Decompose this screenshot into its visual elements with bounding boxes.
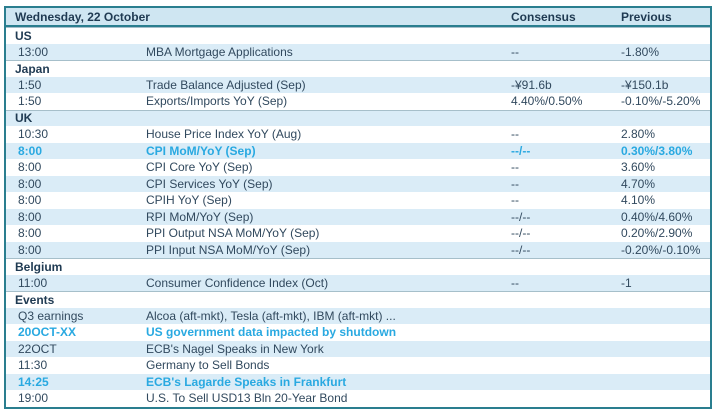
time-cell: 1:50 [18, 77, 42, 92]
event-cell: MBA Mortgage Applications [146, 44, 293, 59]
time-cell: 8:00 [18, 226, 42, 241]
time-cell: 8:00 [18, 143, 43, 158]
event-cell: Germany to Sell Bonds [146, 358, 270, 373]
previous-cell: -1 [621, 275, 632, 290]
time-cell: 22OCT [18, 341, 57, 356]
previous-cell: 0.40%/4.60% [621, 209, 693, 224]
event-row: 8:00 CPIH YoY (Sep) -- 4.10% [6, 192, 710, 209]
section-label: UK [15, 111, 33, 126]
section-row-japan: Japan [6, 60, 710, 77]
event-row: 8:00 CPI Services YoY (Sep) -- 4.70% [6, 175, 710, 192]
consensus-cell: --/-- [511, 209, 531, 224]
consensus-cell: --/-- [511, 242, 531, 257]
previous-cell: 4.70% [621, 176, 656, 191]
previous-cell: -¥150.1b [621, 77, 669, 92]
time-cell: 20OCT-XX [18, 325, 77, 340]
section-row-events: Events [6, 291, 710, 308]
event-row: 20OCT-XX US government data impacted by s… [6, 324, 710, 341]
event-row: 13:00 MBA Mortgage Applications -- -1.80% [6, 43, 710, 60]
previous-column-header: Previous [621, 9, 672, 24]
event-cell: Alcoa (aft-mkt), Tesla (aft-mkt), IBM (a… [146, 308, 396, 323]
time-cell: 8:00 [18, 176, 42, 191]
time-cell: 8:00 [18, 160, 42, 175]
consensus-cell: -- [511, 127, 519, 142]
event-cell: ECB's Lagarde Speaks in Frankfurt [146, 374, 347, 389]
consensus-cell: --/-- [511, 143, 531, 158]
event-cell: CPI Core YoY (Sep) [146, 160, 253, 175]
time-cell: 8:00 [18, 193, 42, 208]
event-row: 11:00 Consumer Confidence Index (Oct) -- -1 [6, 274, 710, 291]
section-label: Japan [15, 61, 50, 76]
consensus-cell: -¥91.6b [511, 77, 552, 92]
previous-cell: -1.80% [621, 44, 660, 59]
event-row: 19:00 U.S. To Sell USD13 Bln 20-Year Bond [6, 390, 710, 407]
previous-cell: -0.10%/-5.20% [621, 94, 701, 109]
time-cell: 8:00 [18, 209, 42, 224]
event-cell: Exports/Imports YoY (Sep) [146, 94, 288, 109]
event-cell: Trade Balance Adjusted (Sep) [146, 77, 306, 92]
event-row: 1:50 Trade Balance Adjusted (Sep) -¥91.6b -… [6, 76, 710, 93]
section-row-belgium: Belgium [6, 258, 710, 275]
time-cell: Q3 earnings [18, 308, 84, 323]
section-label: Events [15, 292, 55, 307]
previous-cell: 4.10% [621, 193, 656, 208]
time-cell: 10:30 [18, 127, 49, 142]
consensus-cell: -- [511, 160, 519, 175]
event-cell: PPI Output NSA MoM/YoY (Sep) [146, 226, 320, 241]
event-row: 8:00 CPI MoM/YoY (Sep) --/-- 0.30%/3.80% [6, 142, 710, 159]
event-row: 10:30 House Price Index YoY (Aug) -- 2.80% [6, 126, 710, 143]
time-cell: 8:00 [18, 242, 42, 257]
section-label: US [15, 28, 32, 43]
section-row-uk: UK [6, 109, 710, 126]
event-row: 8:00 PPI Output NSA MoM/YoY (Sep) --/-- 0.2… [6, 225, 710, 242]
previous-cell: 2.80% [621, 127, 656, 142]
event-cell: ECB's Nagel Speaks in New York [146, 341, 324, 356]
consensus-cell: 4.40%/0.50% [511, 94, 583, 109]
event-row: 8:00 PPI Input NSA MoM/YoY (Sep) --/-- -0.2… [6, 241, 710, 258]
event-row: Q3 earnings Alcoa (aft-mkt), Tesla (aft-m… [6, 307, 710, 324]
event-row: 22OCT ECB's Nagel Speaks in New York [6, 340, 710, 357]
economic-calendar-table: Wednesday, 22 October Consensus Previous… [4, 6, 712, 409]
time-cell: 11:00 [18, 275, 48, 290]
event-cell: US government data impacted by shutdown [146, 325, 397, 340]
time-cell: 1:50 [18, 94, 42, 109]
event-cell: PPI Input NSA MoM/YoY (Sep) [146, 242, 311, 257]
consensus-cell: -- [511, 176, 519, 191]
event-cell: U.S. To Sell USD13 Bln 20-Year Bond [146, 391, 348, 406]
consensus-column-header: Consensus [511, 9, 576, 24]
previous-cell: -0.20%/-0.10% [621, 242, 701, 257]
event-cell: CPIH YoY (Sep) [146, 193, 232, 208]
event-row: 11:30 Germany to Sell Bonds [6, 357, 710, 374]
previous-cell: 0.20%/2.90% [621, 226, 693, 241]
event-cell: Consumer Confidence Index (Oct) [146, 275, 329, 290]
event-row: 8:00 RPI MoM/YoY (Sep) --/-- 0.40%/4.60% [6, 208, 710, 225]
previous-cell: 0.30%/3.80% [621, 143, 693, 158]
time-cell: 11:30 [18, 358, 48, 373]
event-cell: CPI Services YoY (Sep) [146, 176, 273, 191]
event-cell: House Price Index YoY (Aug) [146, 127, 302, 142]
previous-cell: 3.60% [621, 160, 656, 175]
calendar-rows: US 13:00 MBA Mortgage Applications -- -1.80%… [6, 27, 710, 407]
consensus-cell: -- [511, 275, 519, 290]
event-cell: RPI MoM/YoY (Sep) [146, 209, 254, 224]
event-cell: CPI MoM/YoY (Sep) [146, 143, 256, 158]
event-row: 1:50 Exports/Imports YoY (Sep) 4.40%/0.50%… [6, 93, 710, 110]
calendar-date-header: Wednesday, 22 October [15, 9, 150, 24]
time-cell: 13:00 [18, 44, 49, 59]
event-row: 8:00 CPI Core YoY (Sep) -- 3.60% [6, 159, 710, 176]
section-label: Belgium [15, 259, 63, 274]
calendar-header-row: Wednesday, 22 October Consensus Previous [6, 8, 710, 27]
consensus-cell: -- [511, 193, 519, 208]
event-row: 14:25 ECB's Lagarde Speaks in Frankfurt [6, 373, 710, 390]
time-cell: 14:25 [18, 374, 49, 389]
consensus-cell: -- [511, 44, 519, 59]
section-row-us: US [6, 27, 710, 44]
time-cell: 19:00 [18, 391, 49, 406]
consensus-cell: --/-- [511, 226, 531, 241]
